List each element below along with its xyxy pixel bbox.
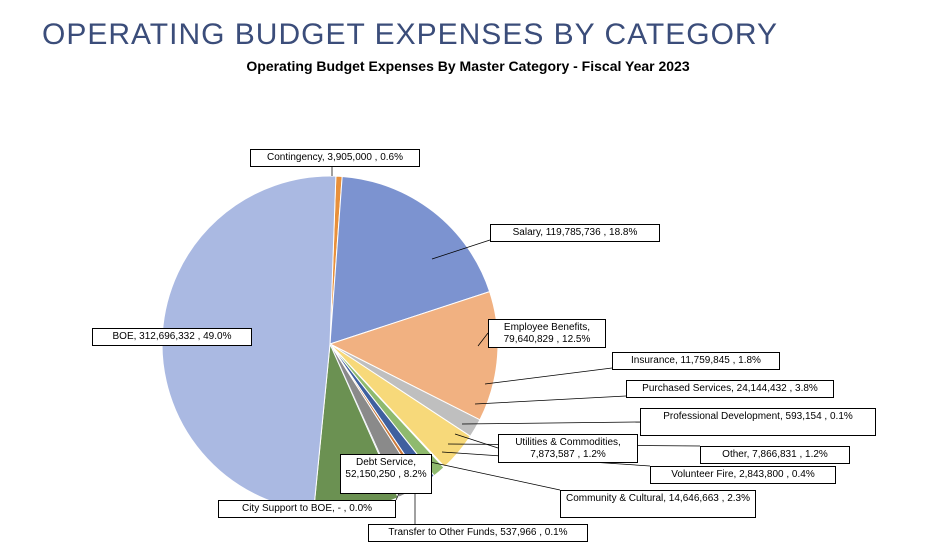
leader-line bbox=[430, 462, 560, 490]
leader-line bbox=[475, 396, 626, 404]
slice-label-city-support-to-boe: City Support to BOE, - , 0.0% bbox=[218, 500, 396, 518]
leader-line bbox=[462, 422, 640, 424]
slice-label-professional-development: Professional Development, 593,154 , 0.1% bbox=[640, 408, 876, 436]
page-title: OPERATING BUDGET EXPENSES BY CATEGORY bbox=[0, 0, 936, 52]
slice-label-insurance: Insurance, 11,759,845 , 1.8% bbox=[612, 352, 780, 370]
slice-label-purchased-services: Purchased Services, 24,144,432 , 3.8% bbox=[626, 380, 834, 398]
slice-label-employee-benefits: Employee Benefits, 79,640,829 , 12.5% bbox=[488, 319, 606, 348]
slice-label-debt-service: Debt Service, 52,150,250 , 8.2% bbox=[340, 454, 432, 494]
slice-label-other: Other, 7,866,831 , 1.2% bbox=[700, 446, 850, 464]
chart-title: Operating Budget Expenses By Master Cate… bbox=[0, 58, 936, 74]
leader-line bbox=[485, 368, 612, 384]
pie-chart: Contingency, 3,905,000 , 0.6% Salary, 119… bbox=[0, 74, 936, 552]
slice-label-volunteer-fire: Volunteer Fire, 2,843,800 , 0.4% bbox=[650, 466, 836, 484]
slice-label-utilities-commodities: Utilities & Commodities, 7,873,587 , 1.2… bbox=[498, 434, 638, 463]
slice-label-boe: BOE, 312,696,332 , 49.0% bbox=[92, 328, 252, 346]
slice-label-community-cultural: Community & Cultural, 14,646,663 , 2.3% bbox=[560, 490, 756, 518]
slice-label-salary: Salary, 119,785,736 , 18.8% bbox=[490, 224, 660, 242]
slice-label-transfer-to-other-funds: Transfer to Other Funds, 537,966 , 0.1% bbox=[368, 524, 588, 542]
slice-label-contingency: Contingency, 3,905,000 , 0.6% bbox=[250, 149, 420, 167]
